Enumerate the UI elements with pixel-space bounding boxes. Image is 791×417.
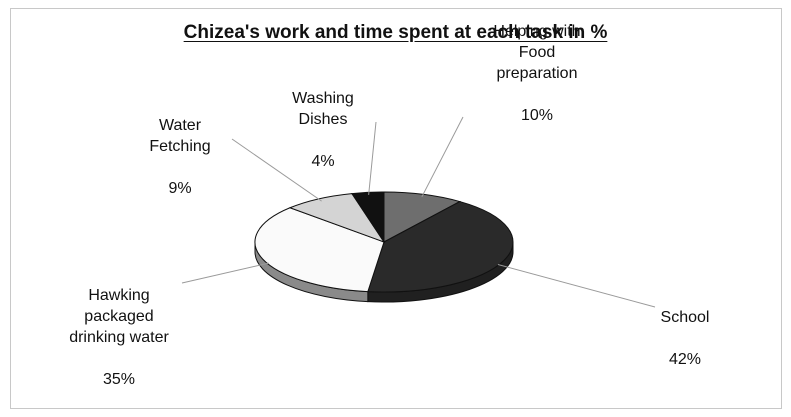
leader-line-school [497, 264, 656, 308]
pie-slice-school [367, 201, 514, 293]
label-water-fetching-pct: 9% [168, 180, 192, 197]
label-school-name: School [660, 309, 710, 326]
label-water-fetching: Water Fetching 9% [130, 94, 230, 199]
chart-title: Chizea's work and time spent at each tas… [183, 22, 608, 43]
label-hawking: Hawking packaged drinking water 35% [34, 264, 204, 390]
label-food-preparation-pct: 10% [520, 107, 554, 124]
label-hawking-pct: 35% [102, 371, 136, 388]
leader-line-food-preparation [421, 116, 464, 198]
label-school-pct: 42% [668, 351, 702, 368]
leader-line-hawking [181, 262, 269, 284]
label-water-fetching-name: Water Fetching [149, 117, 211, 155]
label-school: School 42% [645, 286, 725, 370]
pie-slice-hawking [254, 207, 385, 293]
label-washing-dishes: Washing Dishes 4% [268, 67, 378, 172]
label-food-preparation: Helping with Food preparation 10% [462, 0, 612, 126]
label-washing-dishes-name: Washing Dishes [292, 90, 354, 128]
label-food-preparation-name: Helping with Food preparation [493, 23, 581, 82]
label-hawking-name: Hawking packaged drinking water [69, 287, 169, 346]
leader-line-washing-dishes [368, 121, 377, 195]
pie-slice-washing-dishes [351, 191, 385, 244]
label-washing-dishes-pct: 4% [311, 153, 335, 170]
pie-slice-food-preparation [383, 191, 462, 243]
leader-line-water-fetching [231, 138, 322, 202]
